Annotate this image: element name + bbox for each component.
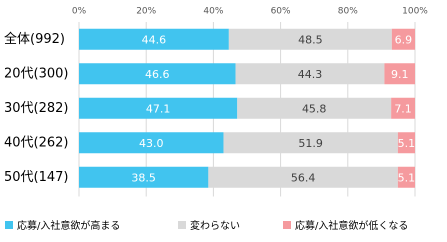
value-label: 5.1	[398, 171, 416, 184]
category-label: 30代(282)	[4, 101, 69, 116]
value-label: 45.8	[302, 102, 327, 115]
bar-segment	[79, 132, 224, 154]
category-label: 20代(300)	[4, 66, 69, 81]
value-label: 5.1	[398, 137, 416, 150]
value-label: 47.1	[146, 102, 171, 115]
value-label: 51.9	[298, 137, 323, 150]
bar-segment	[397, 166, 415, 188]
legend-label: 変わらない	[190, 219, 240, 232]
bar-segment	[384, 63, 415, 85]
bar-segment	[391, 97, 415, 119]
legend-swatch	[5, 221, 13, 229]
x-tick-label: 40%	[203, 7, 223, 17]
bar-segment	[79, 97, 238, 119]
value-label: 7.1	[394, 102, 412, 115]
value-label: 44.3	[298, 68, 323, 81]
value-label: 38.5	[131, 171, 156, 184]
legend-swatch	[283, 221, 291, 229]
x-tick-label: 80%	[338, 7, 358, 17]
legend-label: 応募/入社意欲が低くなる	[295, 219, 408, 232]
bar-segment	[397, 132, 415, 154]
bar-segment	[391, 28, 415, 50]
x-tick-label: 60%	[271, 7, 291, 17]
category-label: 50代(147)	[4, 170, 69, 185]
bar-segment	[208, 166, 398, 188]
bar-segment	[237, 97, 392, 119]
value-label: 43.0	[139, 137, 164, 150]
value-label: 6.9	[395, 33, 413, 46]
value-label: 56.4	[291, 171, 316, 184]
bar-segment	[79, 63, 236, 85]
bar-segment	[79, 166, 209, 188]
bar-segment	[223, 132, 398, 154]
value-label: 44.6	[142, 33, 167, 46]
bar-segment	[228, 28, 392, 50]
value-label: 46.6	[145, 68, 170, 81]
category-label: 40代(262)	[4, 135, 69, 150]
x-tick-label: 100%	[402, 7, 428, 17]
legend-label: 応募/入社意欲が高まる	[17, 219, 120, 232]
x-tick-label: 20%	[136, 7, 156, 17]
x-tick-label: 0%	[72, 7, 87, 17]
category-label: 全体(992)	[4, 31, 65, 47]
bar-segment	[79, 28, 229, 50]
legend-swatch	[178, 221, 186, 229]
value-label: 48.5	[298, 33, 323, 46]
bar-segment	[235, 63, 385, 85]
value-label: 9.1	[391, 68, 409, 81]
